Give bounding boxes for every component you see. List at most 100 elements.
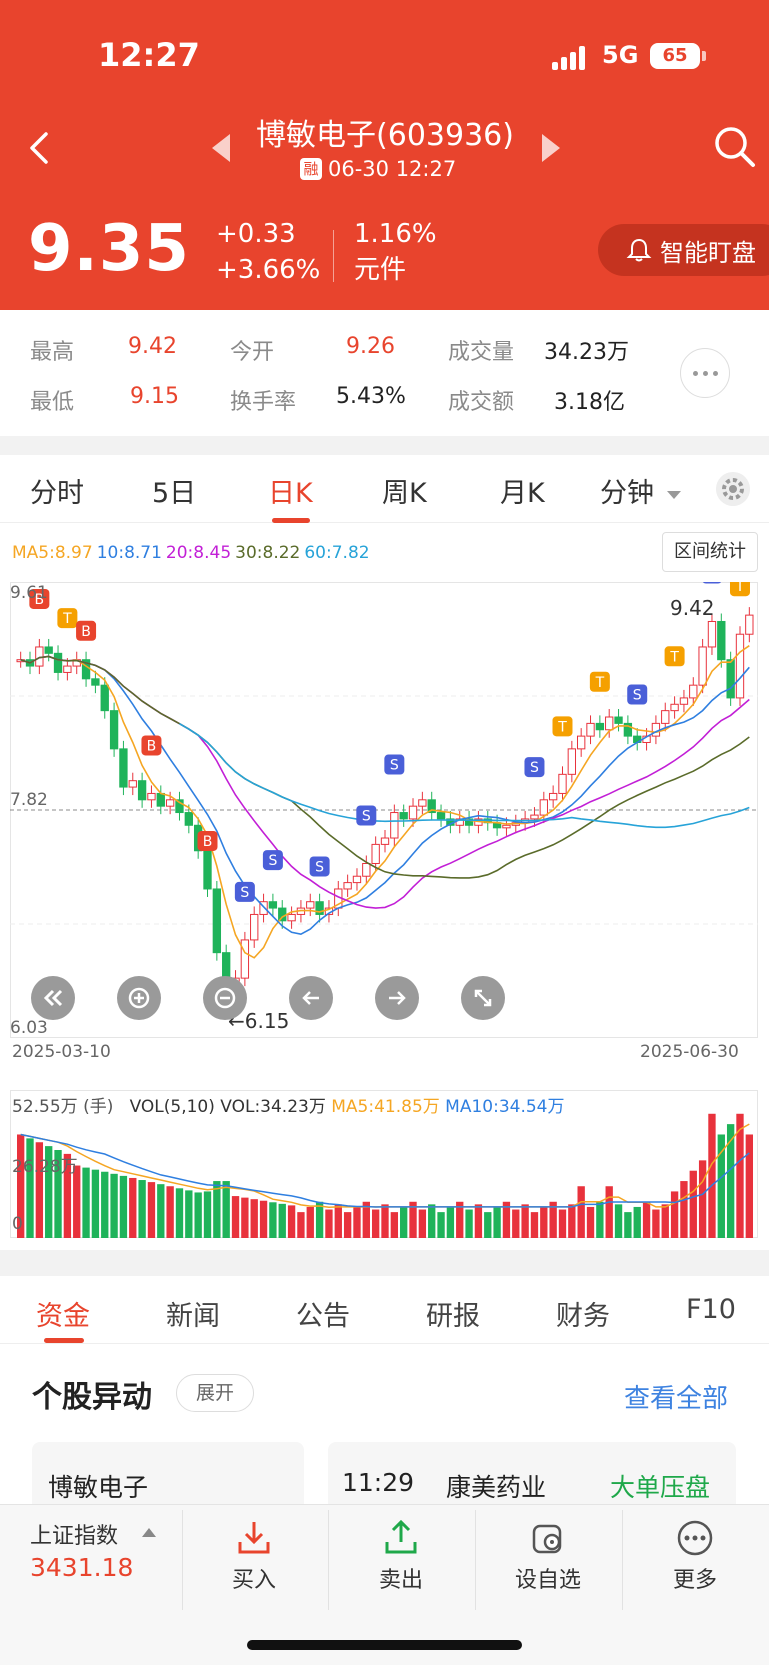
prev-stock-icon[interactable]: [212, 134, 230, 162]
volume-bar: [540, 1206, 548, 1238]
volume-bar: [175, 1188, 184, 1238]
candle-body: [670, 703, 679, 712]
kline-chart[interactable]: BTBBBSSSSSSTTSTSTS: [10, 582, 758, 1038]
tab-finance[interactable]: 财务: [556, 1301, 610, 1332]
signal-marker: [524, 757, 545, 778]
volume-bar: [26, 1138, 34, 1238]
volume-bar: [614, 1204, 623, 1238]
sector-name[interactable]: 元件: [354, 255, 407, 285]
volume-bar: [110, 1173, 118, 1238]
low-label: 最低: [30, 390, 75, 415]
bottom-action-bar: [0, 1504, 769, 1665]
tab-funds[interactable]: 资金: [36, 1301, 90, 1332]
candle-body: [240, 939, 250, 979]
signal-marker-text: S: [240, 885, 249, 901]
tab-5day[interactable]: 5日: [152, 478, 197, 509]
gear-icon[interactable]: [716, 472, 750, 506]
signal-marker-text: S: [390, 758, 399, 774]
rewind-button[interactable]: [31, 976, 75, 1020]
tab-minute-label: 分钟: [600, 478, 654, 509]
volume-bar: [605, 1186, 613, 1238]
arrow-right-icon: [389, 991, 406, 1005]
scroll-left-button[interactable]: [289, 976, 333, 1020]
signal-marker-text: B: [203, 834, 213, 850]
candle-body: [464, 818, 474, 826]
volume-bar: [437, 1212, 445, 1238]
volume-bar: [726, 1124, 735, 1238]
tab-f10[interactable]: F10: [686, 1294, 736, 1325]
expand-icon: [474, 989, 492, 1007]
volume-bar: [35, 1142, 44, 1238]
add-watchlist-button[interactable]: 设自选: [488, 1518, 608, 1604]
signal-marker-text: S: [633, 687, 642, 703]
buy-button[interactable]: 买入: [194, 1518, 314, 1604]
divider: [328, 1510, 329, 1610]
sell-button[interactable]: 卖出: [341, 1518, 461, 1604]
signal-marker-text: S: [530, 760, 539, 776]
volume-bar: [166, 1186, 174, 1238]
arrow-left-icon: [302, 991, 319, 1005]
candle-body: [399, 812, 408, 820]
quote-stats: [0, 310, 769, 436]
double-left-icon: [43, 989, 63, 1007]
volume-bar: [577, 1186, 585, 1238]
candle-body: [184, 812, 193, 826]
volume-bar: [325, 1209, 333, 1238]
tab-announcements[interactable]: 公告: [296, 1301, 350, 1332]
y-max-label: 9.61: [10, 583, 48, 603]
zoom-out-button[interactable]: [203, 976, 247, 1020]
more-button[interactable]: 更多: [635, 1518, 755, 1604]
tab-intraday[interactable]: 分时: [30, 478, 84, 509]
home-indicator: [247, 1640, 522, 1650]
see-all-link[interactable]: 查看全部: [624, 1384, 729, 1414]
scroll-right-button[interactable]: [375, 976, 419, 1020]
price-change: +0.33 +3.66%: [216, 216, 320, 288]
tab-news[interactable]: 新闻: [166, 1301, 220, 1332]
signal-marker: [589, 671, 610, 692]
volume-bar: [521, 1204, 529, 1238]
signal-icon: [552, 44, 592, 70]
tab-monthly-k[interactable]: 月K: [500, 478, 545, 509]
candle-body: [745, 614, 754, 635]
next-stock-icon[interactable]: [542, 134, 560, 162]
range-stats-button[interactable]: 区间统计: [662, 532, 758, 572]
volume-chart[interactable]: [10, 1090, 758, 1238]
expand-button[interactable]: 展开: [176, 1374, 254, 1412]
candle-body: [371, 843, 380, 864]
chart-period-tabs: 分时 5日 日K 周K 月K 分钟: [0, 455, 769, 523]
tab-minute[interactable]: 分钟: [600, 471, 681, 510]
open-label: 今开: [230, 340, 275, 365]
divider: [475, 1510, 476, 1610]
turnover-value: 5.43%: [336, 384, 406, 409]
signal-marker: [356, 805, 377, 826]
change-percent: +3.66%: [216, 255, 321, 285]
signal-marker-text: T: [669, 649, 679, 665]
smart-monitor-button[interactable]: 智能盯盘: [598, 224, 769, 276]
volume-bar: [315, 1201, 324, 1238]
tab-research[interactable]: 研报: [426, 1301, 480, 1332]
divider: [182, 1510, 183, 1610]
volume-bar: [465, 1209, 473, 1238]
low-value: 9.15: [130, 384, 179, 409]
index-name[interactable]: 上证指数: [30, 1524, 119, 1549]
sector-change: 1.16% 元件: [354, 216, 437, 288]
back-icon[interactable]: [24, 128, 54, 168]
candle-body: [427, 799, 436, 814]
search-icon[interactable]: [712, 124, 758, 170]
more-stats-button[interactable]: [680, 348, 730, 398]
fullscreen-button[interactable]: [461, 976, 505, 1020]
ma5-legend: MA5:8.97: [12, 543, 93, 563]
volume-bar: [633, 1206, 641, 1238]
zoom-in-button[interactable]: [117, 976, 161, 1020]
volume-bar: [530, 1212, 539, 1238]
tab-daily-k[interactable]: 日K: [268, 478, 313, 509]
tab-weekly-k[interactable]: 周K: [382, 478, 427, 509]
signal-marker-text: S: [268, 853, 277, 869]
signal-marker: [141, 735, 162, 756]
candle-body: [250, 913, 259, 941]
candle-body: [539, 799, 548, 816]
ma20-legend: 20:8.45: [165, 543, 232, 563]
amount-value: 3.18亿: [554, 390, 625, 415]
volume-bar: [203, 1191, 212, 1238]
ma10-line: [20, 655, 750, 936]
